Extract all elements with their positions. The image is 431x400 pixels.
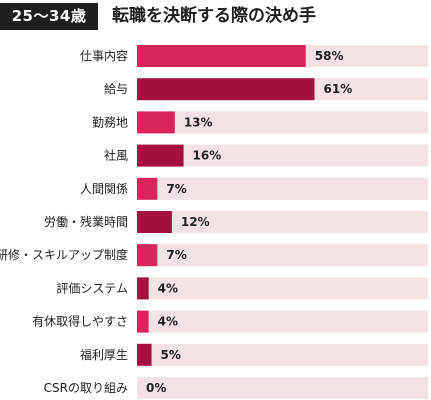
category-label: 社風 [104, 148, 128, 163]
value-label: 61% [324, 82, 353, 96]
value-label: 58% [315, 49, 344, 63]
bar-track [137, 310, 428, 333]
bar [137, 144, 184, 167]
value-label: 7% [166, 248, 186, 262]
category-label: 研修・スキルアップ制度 [0, 247, 128, 262]
bar-track [137, 343, 428, 366]
bar [137, 45, 306, 67]
category-label: 人間関係 [80, 182, 128, 196]
value-label: 5% [161, 348, 181, 362]
bar-track [137, 277, 428, 300]
value-label: 13% [184, 115, 213, 129]
category-label: 仕事内容 [80, 48, 128, 63]
age-group-badge: 25～34歳 [0, 3, 98, 30]
bar-track [137, 177, 428, 200]
value-label: 7% [166, 182, 186, 196]
value-label: 16% [193, 149, 222, 163]
bar [137, 310, 149, 333]
value-label: 4% [158, 281, 178, 295]
bar-track [137, 377, 428, 399]
value-label: 12% [181, 215, 210, 229]
category-label: 福利厚生 [80, 347, 128, 362]
category-label: 勤務地 [92, 115, 128, 129]
bar-track [137, 111, 428, 134]
category-label: 労働・残業時間 [44, 215, 128, 229]
bar [137, 111, 175, 134]
category-label: 有休取得しやすさ [32, 314, 128, 329]
category-label: 評価システム [56, 280, 128, 295]
bar [137, 78, 315, 101]
bar-track [137, 211, 428, 233]
bar-track [137, 244, 428, 267]
bar-track [137, 144, 428, 167]
bar [137, 343, 152, 366]
bar [137, 244, 158, 267]
bar [137, 177, 158, 200]
chart-title: 転職を決断する際の決め手 [112, 6, 316, 26]
category-label: CSRの取り組み [44, 381, 128, 395]
value-label: 4% [158, 315, 178, 329]
chart-header: 25～34歳 転職を決断する際の決め手 [0, 0, 431, 30]
category-label: 給与 [104, 82, 128, 96]
value-label: 0% [146, 381, 166, 395]
bar [137, 277, 149, 300]
bar [137, 211, 172, 233]
